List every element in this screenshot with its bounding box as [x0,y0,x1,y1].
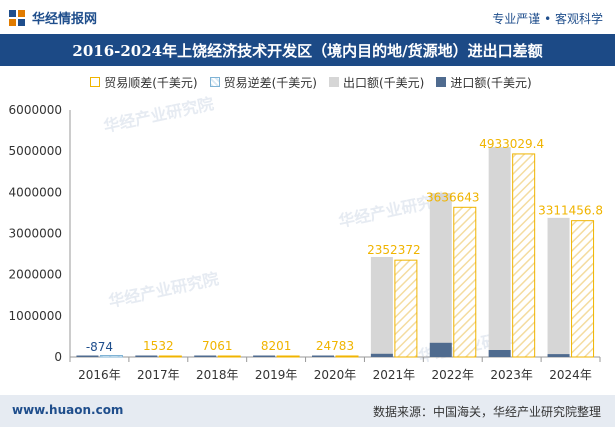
legend-label-deficit: 贸易逆差(千美元) [223,75,317,90]
top-bar: 华经情报网 专业严谨 • 客观科学 [0,0,615,34]
bar-surplus-4 [335,355,359,358]
bar-surplus-6 [453,206,477,358]
x-tick-label-8: 2024年 [549,368,592,382]
bar-import-6 [429,342,452,357]
y-tick-label-5: 5000000 [9,144,62,158]
legend-item-deficit: 贸易逆差(千美元) [209,74,317,91]
bar-import-5 [370,353,393,357]
bar-import-3 [253,355,276,357]
data-label-1: 1532 [143,339,174,353]
x-tick-label-5: 2021年 [373,368,416,382]
chart-legend: 贸易顺差(千美元) 贸易逆差(千美元) 出口额(千美元) 进口额(千美元) [16,72,606,92]
tagline: 专业严谨 • 客观科学 [492,12,603,26]
legend-label-export: 出口额(千美元) [343,75,425,90]
data-label-7: 4933029.4 [479,137,544,151]
x-tick-label-1: 2017年 [137,368,180,382]
legend-swatch-surplus [90,77,101,87]
y-tick-label-4: 4000000 [9,185,62,199]
watermark-text-0: 华经产业研究院 [102,94,216,136]
footer: www.huaon.com 数据来源：中国海关，华经产业研究院整理 [0,395,615,427]
data-label-0: -874 [86,340,113,354]
x-tick-label-4: 2020年 [314,368,357,382]
brand-name: 华经情报网 [32,12,98,27]
bar-surplus-5 [394,259,418,358]
y-tick-label-3: 3000000 [9,227,62,241]
legend-swatch-export [329,77,339,87]
watermark-text-2: 华经产业研究院 [107,269,221,311]
chart-title: 2016-2024年上饶经济技术开发区（境内目的地/货源地）进出口差额 [0,34,615,66]
bar-import-1 [135,355,158,357]
data-label-2: 7061 [202,339,233,353]
legend-item-export: 出口额(千美元) [329,74,424,91]
bar-export-5 [370,256,393,357]
bar-surplus-1 [158,355,182,358]
footer-source: 数据来源：中国海关，华经产业研究院整理 [372,405,601,419]
y-tick-label-2: 2000000 [9,268,62,282]
brand-logo-icon [9,9,25,26]
x-tick-label-3: 2019年 [255,368,298,382]
data-label-8: 3311456.8 [538,204,603,218]
y-tick-label-6: 6000000 [9,103,62,117]
data-label-4: 24783 [316,339,354,353]
bar-surplus-2 [217,355,241,358]
legend-swatch-import [436,77,447,87]
bar-surplus-3 [276,355,300,358]
bar-import-2 [194,355,217,357]
bar-deficit-0 [99,355,123,358]
legend-swatch-deficit [209,77,220,87]
bar-import-8 [547,354,570,357]
legend-item-import: 进口额(千美元) [436,74,532,91]
x-tick-label-2: 2018年 [196,368,239,382]
legend-item-surplus: 贸易顺差(千美元) [90,74,198,91]
x-tick-label-6: 2022年 [432,368,475,382]
bar-export-8 [547,217,570,357]
legend-label-import: 进口额(千美元) [450,75,532,90]
legend-label-surplus: 贸易顺差(千美元) [104,75,198,90]
data-label-5: 2352372 [367,243,420,257]
x-tick-label-0: 2016年 [78,368,121,382]
bar-chart: 华经产业研究院华经产业研究院华经产业研究院华经产业研究院 01000000200… [9,94,603,382]
x-tick-label-7: 2023年 [490,368,533,382]
bar-export-6 [429,193,452,357]
bar-surplus-7 [512,153,536,358]
footer-url: www.huaon.com [12,403,124,417]
data-label-3: 8201 [261,339,292,353]
brand: 华经情报网 [8,8,97,27]
bar-import-4 [312,355,334,357]
bar-import-7 [488,350,511,357]
data-label-6: 3636643 [426,190,479,204]
y-tick-label-1: 1000000 [9,309,62,323]
bar-surplus-8 [571,220,595,358]
y-tick-label-0: 0 [54,350,62,364]
bar-import-0 [76,355,99,357]
bar-export-7 [488,147,511,357]
